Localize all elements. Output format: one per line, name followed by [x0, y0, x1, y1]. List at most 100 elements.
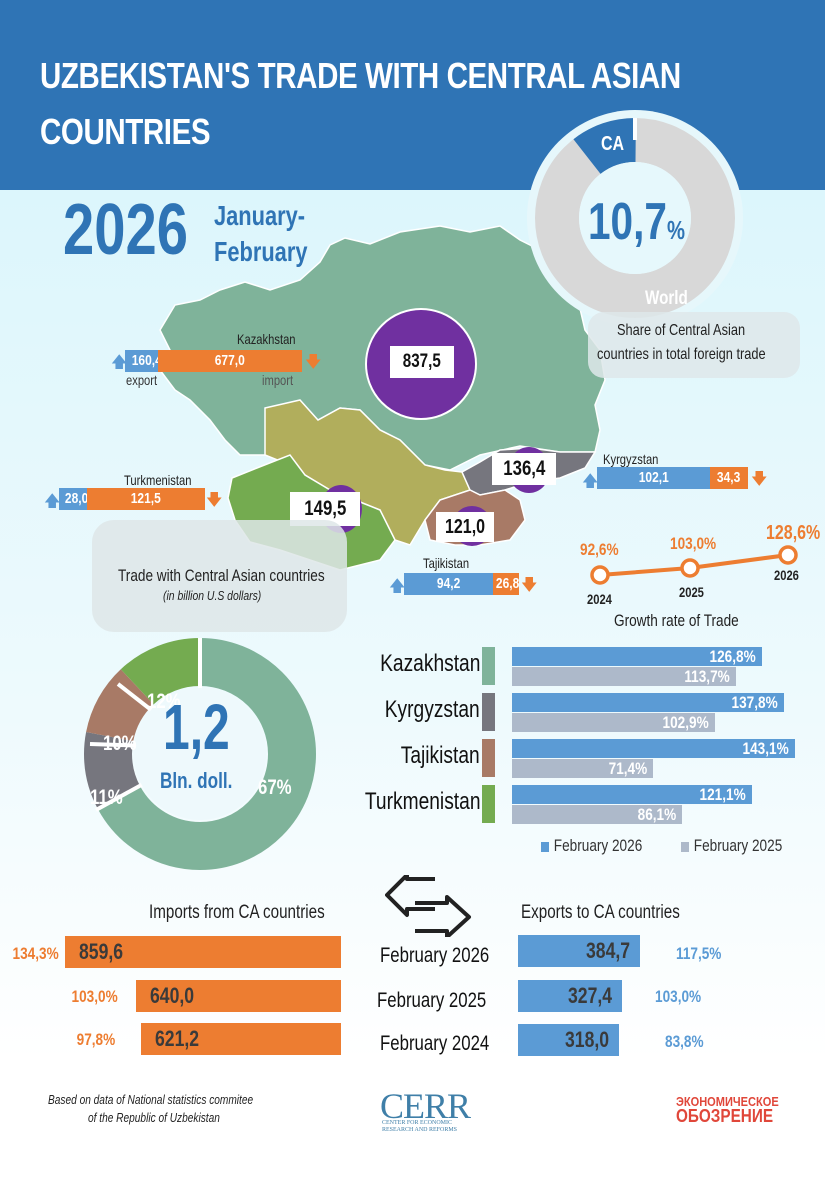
month-label-2026: February 2026 — [380, 944, 490, 967]
kazakhstan-total: 837,5 — [390, 346, 454, 378]
kyrgyzstan-export-value: 102,1 — [638, 469, 669, 486]
cg-bar-2026-turkmenistan: 121,1% — [512, 785, 752, 804]
cg-label-kyrgyzstan: Kyrgyzstan — [385, 696, 480, 723]
year-label: 2026 — [63, 190, 188, 270]
cg-swatch-kazakhstan — [482, 647, 495, 685]
donut-label-kyrgyzstan: 11% — [90, 786, 123, 809]
import-value-2024: 621,2 — [155, 1026, 200, 1051]
total-donut-unit: Bln. doll. — [160, 768, 233, 793]
source-line-1: Based on data of National statistics com… — [48, 1092, 254, 1107]
cg-swatch-tajikistan — [482, 739, 495, 777]
cerr-sub-1: CENTER FOR ECONOMIC — [382, 1120, 453, 1126]
growth-year-2025: 2025 — [679, 584, 704, 600]
cg-label-tajikistan: Tajikistan — [401, 742, 480, 769]
turkmenistan-total-value: 149,5 — [303, 497, 347, 520]
cg-value: 71,4% — [608, 759, 647, 778]
eo-logo-line-2: ОБОЗРЕНИЕ — [676, 1106, 774, 1126]
cerr-logo: CERR — [380, 1086, 471, 1126]
import-pct-2026: 134,3% — [12, 944, 59, 963]
import-pct-2024: 97,8% — [76, 1030, 115, 1049]
export-arrow-icon: 🡅 — [111, 354, 128, 371]
tajikistan-export-arrow-icon: 🡅 — [389, 578, 406, 595]
share-caption-box — [588, 312, 800, 378]
kazakhstan-label: Kazakhstan — [237, 331, 296, 347]
turkmenistan-import-bar: 121,5 — [87, 488, 205, 510]
cg-value: 113,7% — [684, 667, 730, 686]
kyrgyzstan-export-bar: 102,1 — [597, 467, 710, 489]
cg-value: 86,1% — [637, 805, 676, 824]
import-bar-2026: 859,6 — [65, 936, 341, 968]
cg-swatch-kyrgyzstan — [482, 693, 495, 731]
legend-label-2025: February 2025 — [693, 836, 783, 855]
share-value-unit: % — [666, 215, 685, 245]
cg-bar-2025-kazakhstan: 113,7% — [512, 667, 736, 686]
growth-value-2024: 92,6% — [580, 540, 619, 559]
legend-swatch-2025 — [681, 841, 689, 852]
trade-caption-subtitle: (in billion U.S dollars) — [163, 588, 262, 603]
growth-value-2025: 103,0% — [670, 534, 717, 553]
tajikistan-import-arrow-icon: 🡇 — [521, 577, 538, 594]
donut-label-kazakhstan: 67% — [258, 776, 292, 799]
cerr-sub-2: RESEARCH AND REFORMS — [382, 1127, 458, 1133]
total-donut-value: 1,2 — [163, 691, 230, 763]
share-world-label: World — [645, 288, 688, 309]
kazakhstan-export-bar: 160,4 — [125, 350, 162, 372]
turkmenistan-import-arrow-icon: 🡇 — [206, 492, 223, 509]
tajikistan-total-value: 121,0 — [444, 516, 486, 538]
cg-value: 143,1% — [742, 739, 789, 758]
title-line-2: COUNTRIES — [40, 111, 211, 152]
turkmenistan-export-bar: 28,0 — [59, 488, 89, 510]
period-line-1: January- — [214, 200, 306, 231]
growth-line-chart — [590, 545, 798, 585]
tajikistan-total: 121,0 — [436, 512, 494, 542]
import-arrow-icon: 🡇 — [305, 354, 322, 371]
export-pct-2024: 83,8% — [665, 1032, 704, 1051]
kyrgyzstan-export-arrow-icon: 🡅 — [582, 473, 599, 490]
growth-value-2026: 128,6% — [766, 522, 821, 544]
trade-caption-box — [92, 520, 347, 632]
cg-value: 102,9% — [662, 713, 709, 732]
period-line-2: February — [214, 236, 308, 267]
cg-value: 137,8% — [731, 693, 778, 712]
tajikistan-import-bar: 26,8 — [493, 573, 519, 595]
share-donut — [527, 110, 743, 326]
export-pct-2026: 117,5% — [676, 944, 722, 963]
month-label-2024: February 2024 — [380, 1032, 490, 1055]
cg-bar-2025-turkmenistan: 86,1% — [512, 805, 682, 824]
cg-bar-2026-tajikistan: 143,1% — [512, 739, 795, 758]
kazakhstan-import-bar: 677,0 — [158, 350, 302, 372]
import-bar-2024: 621,2 — [141, 1023, 341, 1055]
turkmenistan-export-value: 28,0 — [64, 490, 89, 507]
cg-value: 126,8% — [709, 647, 756, 666]
total-donut — [84, 638, 316, 870]
legend-label-2026: February 2026 — [553, 836, 643, 855]
tajikistan-label: Tajikistan — [423, 555, 470, 571]
tajikistan-import-value: 26,8 — [495, 575, 520, 592]
import-label: import — [262, 372, 294, 388]
cg-label-turkmenistan: Turkmenistan — [364, 788, 480, 815]
growth-title: Growth rate of Trade — [614, 611, 739, 630]
cg-bar-2025-kyrgyzstan: 102,9% — [512, 713, 715, 732]
import-pct-2025: 103,0% — [71, 987, 118, 1006]
donut-label-turkmenistan: 12% — [147, 690, 181, 713]
tajikistan-export-bar: 94,2 — [404, 573, 493, 595]
eo-logo-line-1: ЭКОНОМИЧЕСКОЕ — [676, 1094, 779, 1109]
kyrgyzstan-total: 136,4 — [492, 453, 556, 485]
kyrgyzstan-import-arrow-icon: 🡇 — [751, 471, 768, 488]
page-title: UZBEKISTAN'S TRADE WITH CENTRAL ASIAN CO… — [40, 48, 696, 160]
legend-2025: February 2025 — [681, 836, 782, 856]
share-caption-line-1: Share of Central Asian — [617, 322, 746, 339]
turkmenistan-import-value: 121,5 — [130, 490, 162, 507]
export-value-2026: 384,7 — [585, 938, 630, 963]
export-label: export — [126, 372, 158, 388]
cg-swatch-turkmenistan — [482, 785, 495, 823]
share-caption-line-2: countries in total foreign trade — [597, 346, 766, 363]
growth-year-2024: 2024 — [587, 591, 612, 607]
exports-title: Exports to CA countries — [521, 902, 680, 923]
title-line-1: UZBEKISTAN'S TRADE WITH CENTRAL ASIAN — [40, 55, 681, 96]
turkmenistan-export-arrow-icon: 🡅 — [44, 493, 61, 510]
period-label: January- February — [214, 198, 307, 270]
legend-swatch-2026 — [541, 841, 549, 852]
tajikistan-export-value: 94,2 — [436, 575, 461, 592]
export-pct-2025: 103,0% — [655, 987, 702, 1006]
